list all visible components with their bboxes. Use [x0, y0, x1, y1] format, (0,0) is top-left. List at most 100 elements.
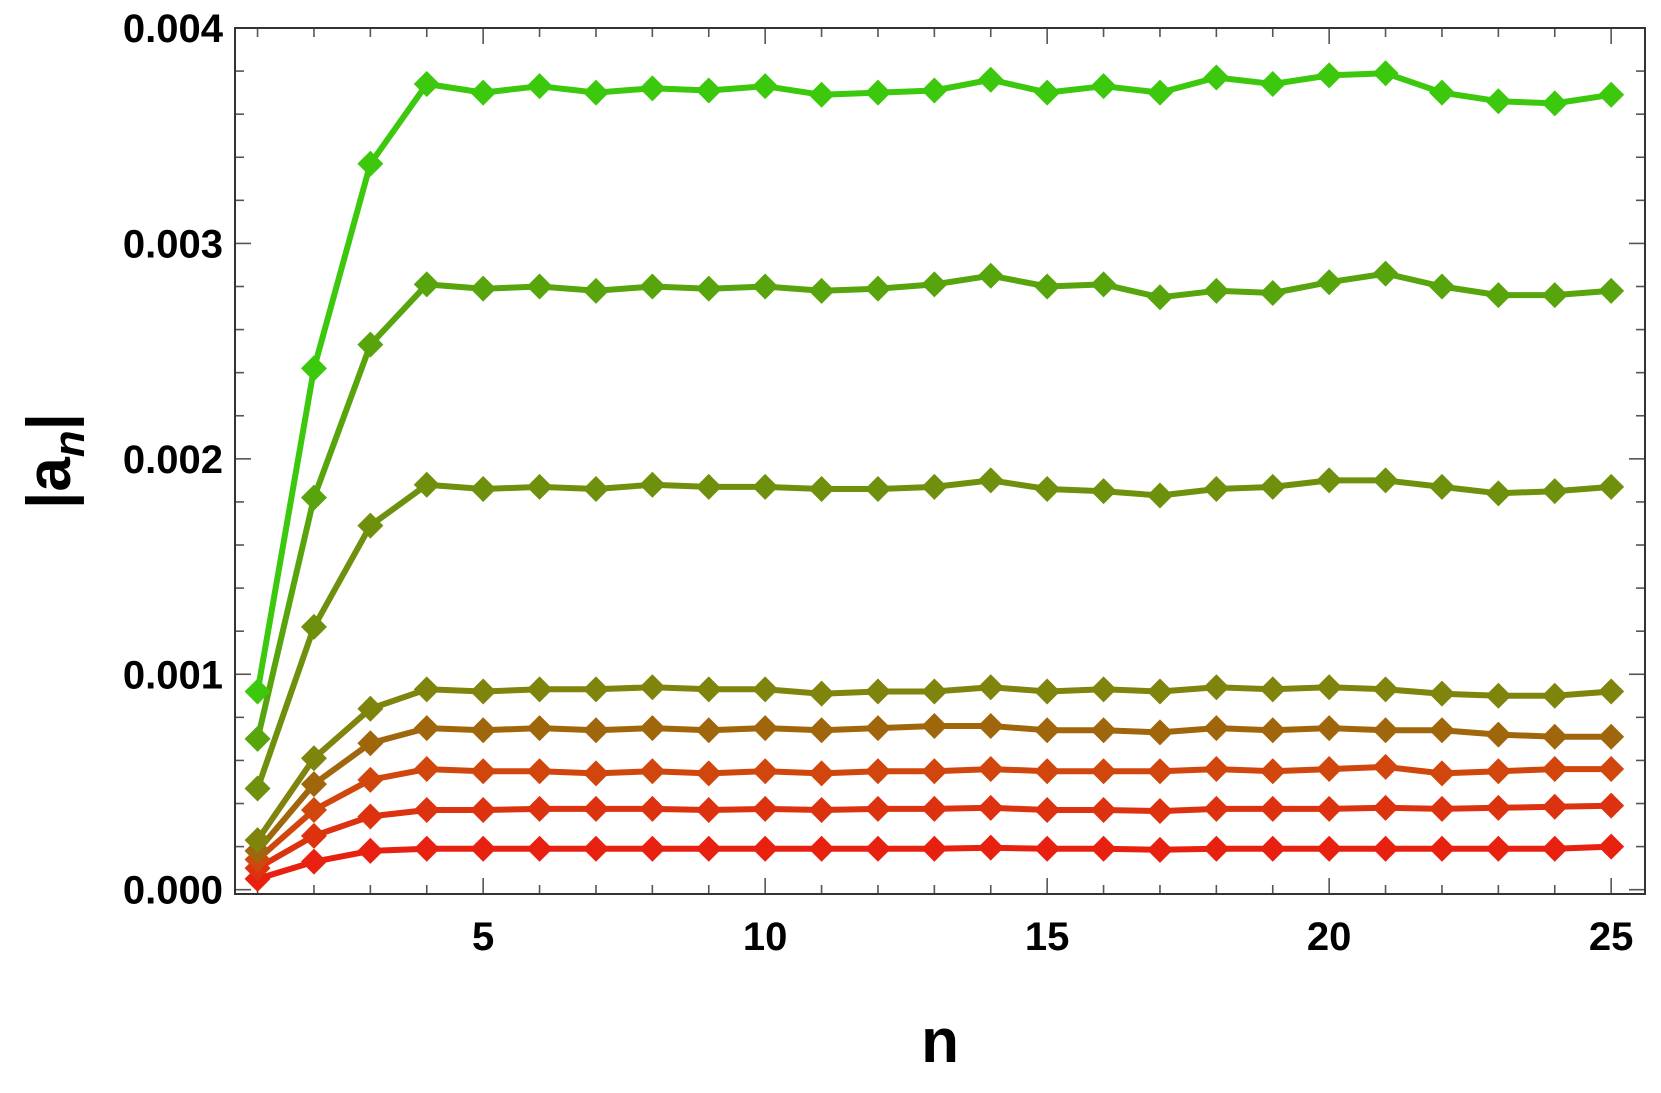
data-point: [1203, 795, 1230, 822]
data-point: [808, 717, 835, 744]
data-point: [639, 75, 666, 102]
data-point: [808, 277, 835, 304]
data-point: [1146, 798, 1173, 825]
data-point: [413, 756, 440, 783]
data-point: [413, 271, 440, 298]
data-point: [1146, 79, 1173, 106]
data-point: [526, 73, 553, 100]
data-point: [808, 81, 835, 108]
data-point: [1090, 73, 1117, 100]
data-point: [1090, 758, 1117, 785]
data-point: [977, 794, 1004, 821]
y-tick-label: 0.001: [123, 653, 223, 697]
data-point: [1259, 473, 1286, 500]
data-point: [1090, 835, 1117, 862]
data-point: [1090, 271, 1117, 298]
data-point: [1598, 723, 1625, 750]
data-point: [470, 835, 497, 862]
data-point: [1316, 467, 1343, 494]
data-point: [1541, 723, 1568, 750]
data-point: [1259, 835, 1286, 862]
data-point: [357, 803, 384, 830]
data-point: [695, 77, 722, 104]
data-point: [977, 66, 1004, 93]
y-tick-label: 0.000: [123, 869, 223, 913]
data-point: [526, 758, 553, 785]
data-point: [921, 758, 948, 785]
series-7: [244, 260, 1625, 752]
data-point: [1259, 71, 1286, 98]
data-point: [582, 79, 609, 106]
data-point: [1428, 795, 1455, 822]
data-point: [357, 837, 384, 864]
data-point: [470, 678, 497, 705]
data-point: [300, 796, 327, 823]
data-point: [1598, 792, 1625, 819]
data-point: [695, 275, 722, 302]
data-point: [357, 695, 384, 722]
data-point: [582, 676, 609, 703]
series-line: [254, 477, 1612, 790]
y-axis-label-subscript: n: [45, 430, 94, 457]
data-point: [921, 473, 948, 500]
data-point: [977, 262, 1004, 289]
data-point: [752, 835, 779, 862]
data-point: [1428, 473, 1455, 500]
data-point: [470, 758, 497, 785]
data-point: [695, 473, 722, 500]
data-point: [1428, 79, 1455, 106]
data-point: [1203, 756, 1230, 783]
data-point: [864, 835, 891, 862]
series-1: [244, 833, 1625, 892]
data-point: [1541, 793, 1568, 820]
data-point: [1203, 476, 1230, 503]
tick-labels: 5 10 15 20 25 0.000 0.001 0.002 0.003 0.004: [123, 7, 1634, 959]
data-point: [357, 730, 384, 757]
data-point: [1428, 835, 1455, 862]
data-point: [1090, 796, 1117, 823]
series-layer: [244, 60, 1625, 892]
data-point: [244, 725, 271, 752]
data-point: [752, 758, 779, 785]
data-point: [1090, 478, 1117, 505]
series-5: [244, 674, 1625, 854]
data-point: [639, 674, 666, 701]
data-point: [300, 355, 327, 382]
y-tick-label: 0.004: [123, 7, 224, 51]
data-point: [1428, 273, 1455, 300]
data-point: [300, 771, 327, 798]
data-point: [413, 835, 440, 862]
data-point: [1372, 60, 1399, 87]
data-point: [1203, 277, 1230, 304]
data-point: [1541, 835, 1568, 862]
data-point: [413, 676, 440, 703]
data-point: [1428, 717, 1455, 744]
plot-frame: [234, 27, 1646, 895]
data-point: [1259, 795, 1286, 822]
data-point: [526, 795, 553, 822]
data-point: [357, 150, 384, 177]
data-point: [1259, 676, 1286, 703]
data-point: [977, 467, 1004, 494]
data-point: [1485, 282, 1512, 309]
x-tick-label: 25: [1589, 915, 1634, 959]
data-point: [752, 73, 779, 100]
data-point: [582, 717, 609, 744]
data-point: [1372, 753, 1399, 780]
data-point: [300, 613, 327, 640]
data-point: [808, 476, 835, 503]
data-point: [1372, 676, 1399, 703]
data-point: [977, 756, 1004, 783]
data-point: [1146, 836, 1173, 863]
data-point: [1316, 62, 1343, 89]
data-point: [752, 676, 779, 703]
data-point: [1203, 64, 1230, 91]
y-tick-label: 0.002: [123, 438, 223, 482]
data-point: [864, 678, 891, 705]
data-point: [1034, 758, 1061, 785]
data-point: [1598, 833, 1625, 860]
data-point: [921, 271, 948, 298]
data-point: [1316, 756, 1343, 783]
y-axis-label: |an|: [15, 413, 94, 509]
data-point: [1146, 482, 1173, 509]
